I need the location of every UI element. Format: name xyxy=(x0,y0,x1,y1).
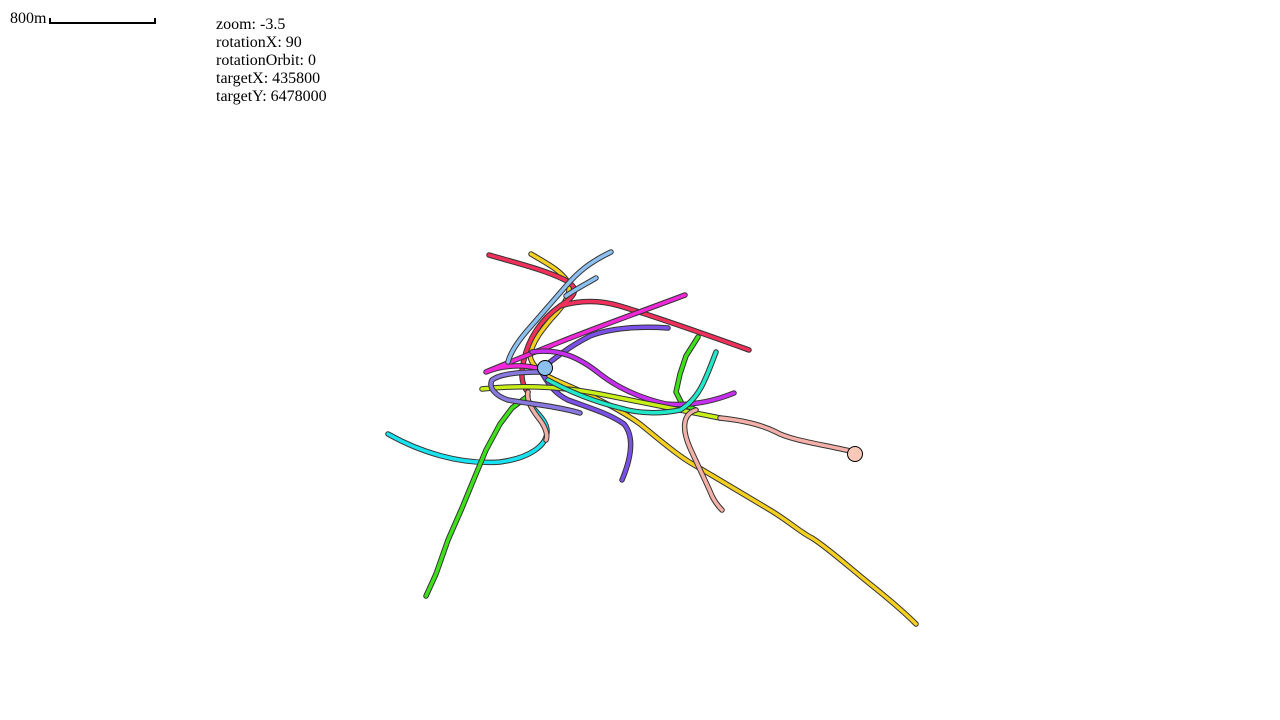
blue-stop-marker[interactable] xyxy=(537,360,553,376)
lavender-route-line xyxy=(489,370,582,415)
lavender-route-casing xyxy=(488,369,583,416)
magenta-route-line xyxy=(484,293,687,374)
rotation-x-readout: rotationX: 90 xyxy=(216,34,302,51)
salmon-route-line xyxy=(525,390,857,512)
lime-route-line xyxy=(480,384,722,420)
lavender-route[interactable] xyxy=(488,369,583,416)
teal-route-line xyxy=(546,350,718,415)
lime-route[interactable] xyxy=(479,383,723,421)
cyan-route-line xyxy=(386,398,549,465)
purple-route-line xyxy=(538,325,670,482)
peach-stop-marker[interactable] xyxy=(847,446,863,462)
zoom-readout: zoom: -3.5 xyxy=(216,16,286,33)
cyan-route-casing xyxy=(385,397,550,466)
yellow-route-line xyxy=(528,252,918,626)
lightblue-route-line xyxy=(506,250,613,364)
salmon-route[interactable] xyxy=(524,389,858,513)
yellow-route[interactable] xyxy=(527,251,919,627)
camera-info-panel: zoom: -3.5 rotationX: 90 rotationOrbit: … xyxy=(216,16,327,106)
cyan-route[interactable] xyxy=(385,397,550,466)
teal-route[interactable] xyxy=(545,349,719,416)
green-route[interactable] xyxy=(423,334,701,599)
violet-route-line xyxy=(530,349,736,407)
purple-route[interactable] xyxy=(537,324,671,483)
scale-line xyxy=(49,18,156,24)
green-route-line xyxy=(424,335,700,598)
scale-label: 800m xyxy=(10,10,47,27)
rotation-orbit-readout: rotationOrbit: 0 xyxy=(216,52,316,69)
yellow-route-casing xyxy=(527,251,919,627)
target-y-readout: targetY: 6478000 xyxy=(216,88,327,105)
markers-layer xyxy=(537,360,863,462)
magenta-route[interactable] xyxy=(483,292,688,375)
routes-layer xyxy=(385,249,919,627)
violet-route[interactable] xyxy=(529,348,737,408)
green-route-casing xyxy=(423,334,701,599)
target-x-readout: targetX: 435800 xyxy=(216,70,321,87)
lightblue-route[interactable] xyxy=(505,249,614,365)
